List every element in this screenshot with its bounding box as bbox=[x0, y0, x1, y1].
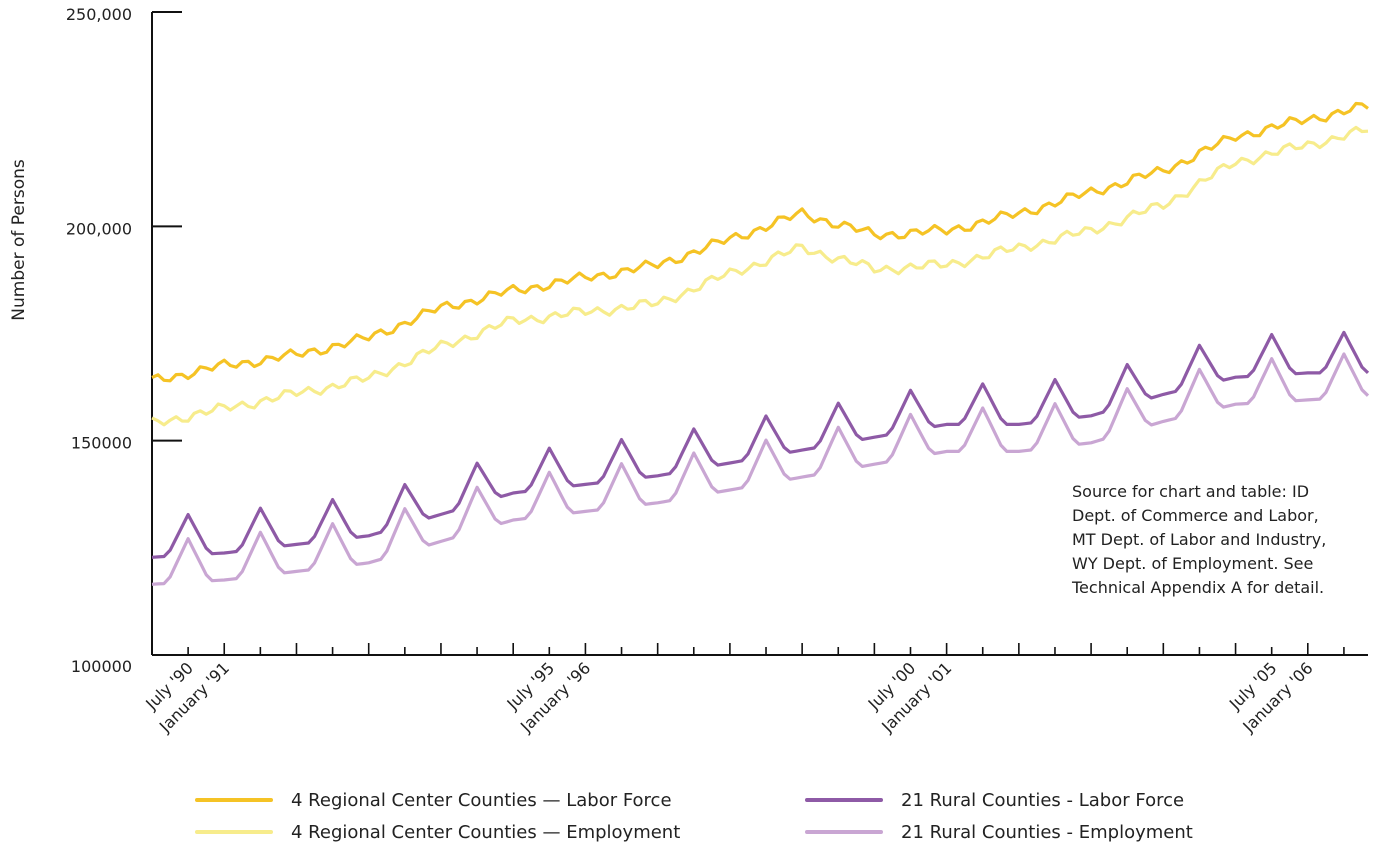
legend-item-regional-employment: 4 Regional Center Counties — Employment bbox=[195, 818, 680, 846]
y-tick-label: 100000 bbox=[71, 657, 132, 676]
legend-swatch-regional-employment bbox=[195, 830, 273, 834]
y-tick-label: 200,000 bbox=[66, 219, 132, 238]
series-line-0 bbox=[151, 101, 1369, 383]
y-tick-label: 150000 bbox=[71, 434, 132, 453]
legend-label-rural-employment: 21 Rural Counties - Employment bbox=[901, 821, 1193, 843]
legend-item-rural-employment: 21 Rural Counties - Employment bbox=[805, 818, 1193, 846]
legend-item-rural-labor-force: 21 Rural Counties - Labor Force bbox=[805, 786, 1184, 814]
series-lines bbox=[151, 101, 1370, 586]
legend-label-rural-labor-force: 21 Rural Counties - Labor Force bbox=[901, 789, 1185, 811]
series-line-2 bbox=[151, 330, 1370, 559]
source-note: Source for chart and table: ID Dept. of … bbox=[1072, 482, 1327, 597]
series-line-1 bbox=[151, 125, 1369, 427]
y-axis-label: Number of Persons bbox=[9, 159, 29, 321]
series-line-3 bbox=[151, 352, 1370, 586]
legend-swatch-rural-labor-force bbox=[805, 798, 883, 802]
legend-item-regional-labor-force: 4 Regional Center Counties — Labor Force bbox=[195, 786, 672, 814]
chart-axes bbox=[151, 12, 1368, 656]
legend-swatch-regional-labor-force bbox=[195, 798, 273, 802]
legend-swatch-rural-employment bbox=[805, 830, 883, 834]
y-tick-label: 250,000 bbox=[66, 5, 132, 24]
legend-label-regional-employment: 4 Regional Center Counties — Employment bbox=[291, 821, 681, 843]
legend-label-regional-labor-force: 4 Regional Center Counties — Labor Force bbox=[291, 789, 672, 811]
y-axis-ticks: 250,000 200,000 150000 100000 bbox=[66, 5, 182, 676]
chart-legend: 4 Regional Center Counties — Labor Force… bbox=[195, 786, 1295, 844]
